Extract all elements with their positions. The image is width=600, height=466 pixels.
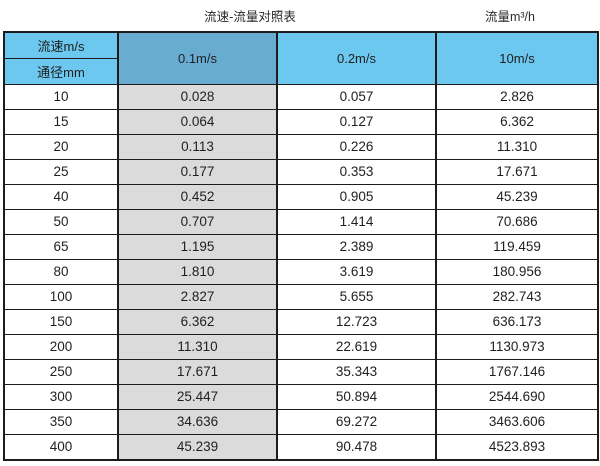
cell-diameter: 10 [3,83,119,110]
cell-flow-0-1ms: 34.636 [117,408,278,435]
cell-flow-10ms: 119.459 [435,233,599,260]
cell-flow-0-1ms: 0.452 [117,183,278,210]
cell-flow-0-1ms: 2.827 [117,283,278,310]
table-row: 65 1.195 2.389 119.459 [3,233,599,260]
cell-flow-0-2ms: 5.655 [276,283,437,310]
corner-cell-diameter: 通径mm [3,57,119,85]
cell-flow-0-1ms: 45.239 [117,433,278,461]
cell-flow-0-2ms: 90.478 [276,433,437,461]
flow-rate-table: 流速m/s 0.1m/s 0.2m/s 10m/s 通径mm 10 0.028 0.… [3,31,599,461]
corner-cell-velocity: 流速m/s [3,31,119,59]
cell-diameter: 250 [3,358,119,385]
cell-diameter: 65 [3,233,119,260]
cell-diameter: 200 [3,333,119,360]
table-row: 25 0.177 0.353 17.671 [3,158,599,185]
cell-diameter: 25 [3,158,119,185]
cell-diameter: 350 [3,408,119,435]
cell-flow-0-2ms: 35.343 [276,358,437,385]
page-title: 流速-流量对照表 [204,10,296,24]
cell-flow-0-1ms: 1.195 [117,233,278,260]
cell-flow-0-1ms: 0.707 [117,208,278,235]
cell-flow-0-2ms: 50.894 [276,383,437,410]
flow-unit-label: 流量m³/h [484,10,535,24]
table-header: 流速m/s 0.1m/s 0.2m/s 10m/s 通径mm [3,31,599,85]
cell-flow-0-1ms: 6.362 [117,308,278,335]
cell-diameter: 50 [3,208,119,235]
cell-flow-0-2ms: 12.723 [276,308,437,335]
table-row: 200 11.310 22.619 1130.973 [3,333,599,360]
cell-diameter: 15 [3,108,119,135]
cell-flow-10ms: 11.310 [435,133,599,160]
table-row: 350 34.636 69.272 3463.606 [3,408,599,435]
cell-flow-0-1ms: 1.810 [117,258,278,285]
table-row: 50 0.707 1.414 70.686 [3,208,599,235]
cell-flow-10ms: 180.956 [435,258,599,285]
cell-flow-10ms: 2.826 [435,83,599,110]
cell-diameter: 20 [3,133,119,160]
cell-diameter: 100 [3,283,119,310]
cell-flow-0-1ms: 11.310 [117,333,278,360]
cell-flow-10ms: 1767.146 [435,358,599,385]
cell-flow-0-2ms: 0.226 [276,133,437,160]
header-row-top: 流速m/s 0.1m/s 0.2m/s 10m/s [3,31,599,85]
cell-flow-0-1ms: 0.113 [117,133,278,160]
title-bar: 流速-流量对照表 流量m³/h [0,0,600,31]
table-row: 100 2.827 5.655 282.743 [3,283,599,310]
cell-flow-10ms: 636.173 [435,308,599,335]
cell-diameter: 400 [3,433,119,461]
cell-diameter: 300 [3,383,119,410]
table-body: 10 0.028 0.057 2.826 15 0.064 0.127 6.362 20 0.11… [3,83,599,461]
cell-flow-10ms: 45.239 [435,183,599,210]
cell-flow-0-2ms: 1.414 [276,208,437,235]
cell-diameter: 80 [3,258,119,285]
cell-flow-0-1ms: 17.671 [117,358,278,385]
cell-flow-10ms: 2544.690 [435,383,599,410]
cell-flow-10ms: 17.671 [435,158,599,185]
table-row: 400 45.239 90.478 4523.893 [3,433,599,461]
cell-flow-0-1ms: 0.064 [117,108,278,135]
cell-flow-0-2ms: 22.619 [276,333,437,360]
column-header-0-2ms: 0.2m/s [276,31,437,85]
cell-diameter: 150 [3,308,119,335]
table-row: 40 0.452 0.905 45.239 [3,183,599,210]
cell-flow-10ms: 4523.893 [435,433,599,461]
cell-flow-0-2ms: 0.905 [276,183,437,210]
cell-flow-10ms: 1130.973 [435,333,599,360]
cell-flow-0-2ms: 0.127 [276,108,437,135]
cell-flow-10ms: 3463.606 [435,408,599,435]
cell-flow-0-1ms: 0.028 [117,83,278,110]
cell-flow-0-2ms: 69.272 [276,408,437,435]
table-row: 250 17.671 35.343 1767.146 [3,358,599,385]
cell-flow-10ms: 6.362 [435,108,599,135]
cell-flow-0-2ms: 0.057 [276,83,437,110]
cell-flow-10ms: 70.686 [435,208,599,235]
column-header-0-1ms: 0.1m/s [117,31,278,85]
cell-flow-0-2ms: 2.389 [276,233,437,260]
table-row: 80 1.810 3.619 180.956 [3,258,599,285]
table-row: 15 0.064 0.127 6.362 [3,108,599,135]
cell-flow-0-1ms: 25.447 [117,383,278,410]
cell-flow-0-2ms: 0.353 [276,158,437,185]
cell-flow-10ms: 282.743 [435,283,599,310]
cell-flow-0-2ms: 3.619 [276,258,437,285]
table-row: 20 0.113 0.226 11.310 [3,133,599,160]
table-row: 150 6.362 12.723 636.173 [3,308,599,335]
cell-diameter: 40 [3,183,119,210]
table-row: 10 0.028 0.057 2.826 [3,83,599,110]
column-header-10ms: 10m/s [435,31,599,85]
table-row: 300 25.447 50.894 2544.690 [3,383,599,410]
cell-flow-0-1ms: 0.177 [117,158,278,185]
